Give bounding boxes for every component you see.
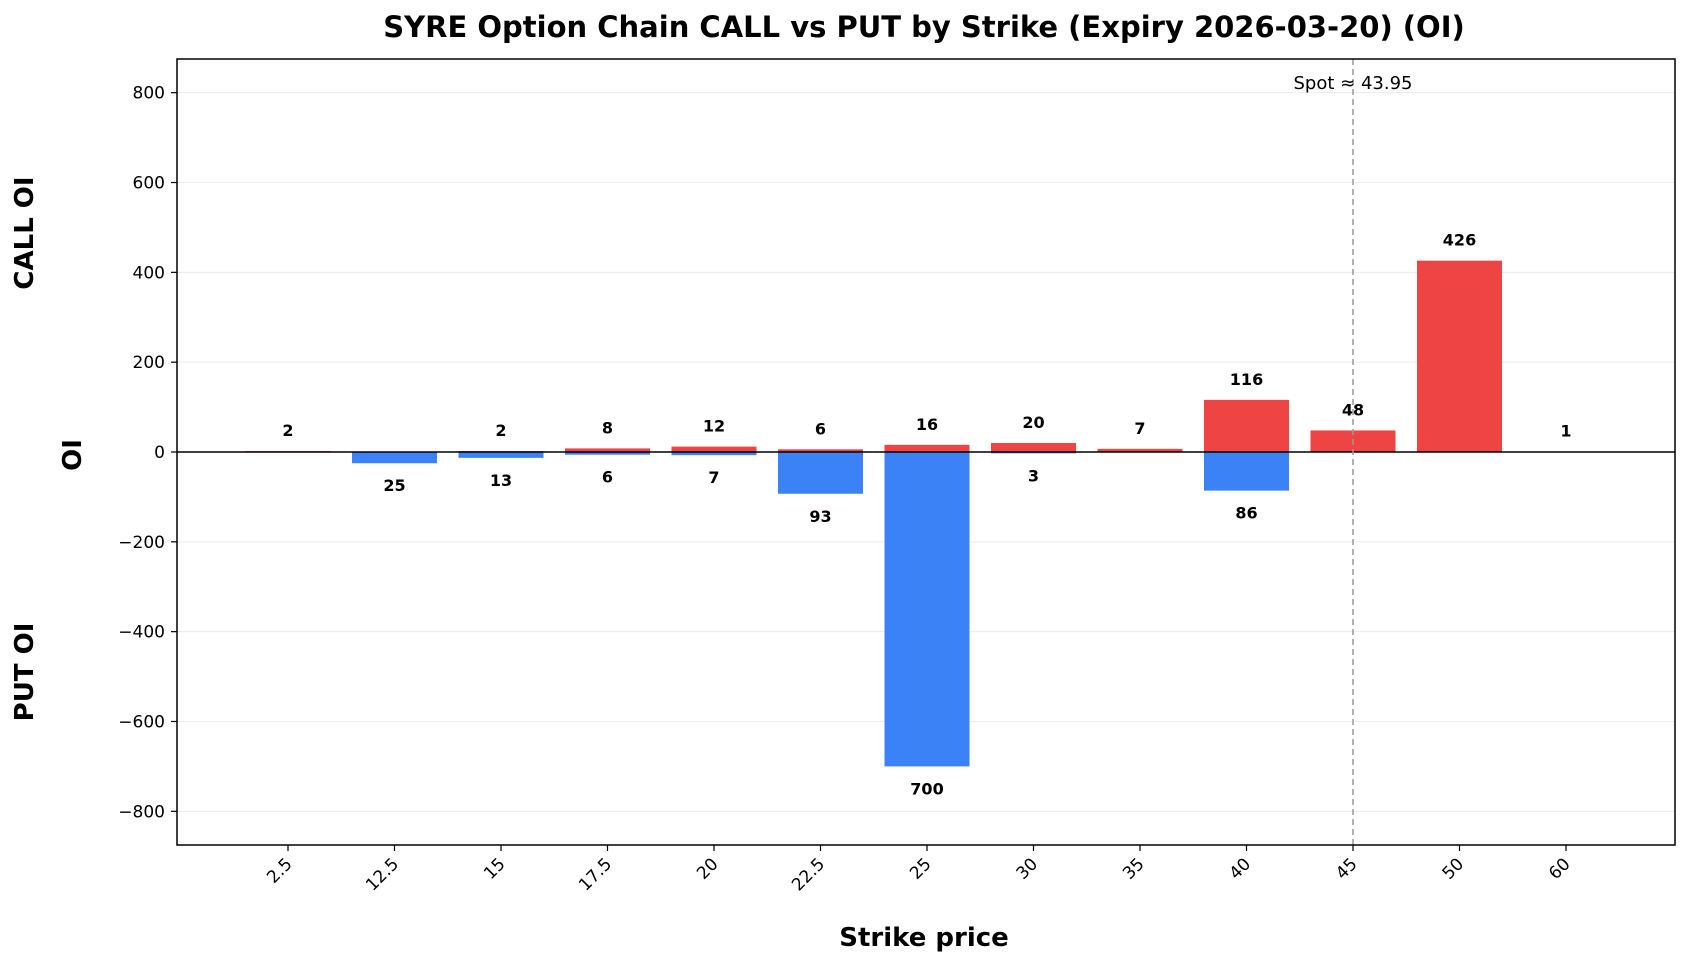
put-bar <box>565 452 650 455</box>
call-bar <box>778 449 863 452</box>
put-bar <box>458 452 544 458</box>
call-value-label: 116 <box>1230 370 1263 389</box>
x-tick-label: 17.5 <box>575 854 616 895</box>
y-tick-label: 600 <box>133 174 165 194</box>
call-bar <box>565 448 650 452</box>
y-tick-label: −600 <box>118 712 165 732</box>
call-value-label: 20 <box>1022 413 1044 432</box>
call-value-label: 2 <box>495 421 506 440</box>
put-bar <box>352 452 437 464</box>
y-tick-label: 200 <box>133 353 165 373</box>
call-bar <box>1097 448 1183 452</box>
call-value-label: 16 <box>916 415 938 434</box>
bars <box>245 260 1609 767</box>
call-value-label: 7 <box>1134 419 1145 438</box>
y-tick-label: −200 <box>118 533 165 553</box>
put-bar <box>1204 452 1289 491</box>
call-bar <box>884 444 970 452</box>
x-tick-label: 12.5 <box>362 854 403 895</box>
call-bar <box>991 443 1076 452</box>
y-tick-label: −400 <box>118 623 165 643</box>
put-value-label: 6 <box>602 468 613 487</box>
x-tick-label: 45 <box>1332 854 1361 883</box>
x-tick-label: 20 <box>693 854 722 883</box>
put-value-label: 93 <box>809 507 831 526</box>
call-bar <box>671 446 757 452</box>
y-axis-label: OI <box>58 439 88 471</box>
x-tick-label: 50 <box>1439 854 1468 883</box>
call-value-label: 2 <box>282 421 293 440</box>
put-value-label: 700 <box>910 779 943 798</box>
call-bar <box>1417 260 1502 452</box>
x-tick-label: 30 <box>1013 854 1042 883</box>
x-tick-label: 22.5 <box>788 854 829 895</box>
put-value-label: 3 <box>1028 466 1039 485</box>
x-tick-label: 40 <box>1226 854 1255 883</box>
call-value-label: 8 <box>602 418 613 437</box>
chart-title: SYRE Option Chain CALL vs PUT by Strike … <box>383 10 1465 44</box>
y-tick-label: 800 <box>133 84 165 104</box>
call-value-label: 426 <box>1443 231 1476 250</box>
x-tick-label: 2.5 <box>263 854 296 887</box>
call-oi-label: CALL OI <box>10 176 40 289</box>
y-tick-label: 400 <box>133 263 165 283</box>
call-value-label: 6 <box>815 419 826 438</box>
put-value-label: 86 <box>1235 504 1257 523</box>
put-value-label: 13 <box>490 471 512 490</box>
x-axis-label: Strike price <box>839 923 1009 953</box>
call-bar <box>1204 399 1289 452</box>
call-value-label: 12 <box>703 417 725 436</box>
put-oi-label: PUT OI <box>10 623 40 722</box>
put-value-label: 7 <box>708 468 719 487</box>
x-tick-label: 25 <box>906 854 935 883</box>
spot-label: Spot ≈ 43.95 <box>1294 73 1413 94</box>
x-tick-label: 15 <box>480 854 509 883</box>
put-bar <box>778 452 863 494</box>
x-tick-label: 60 <box>1545 854 1574 883</box>
y-tick-label: 0 <box>154 443 165 463</box>
x-tick-label: 35 <box>1119 854 1148 883</box>
put-bar <box>671 452 757 456</box>
call-value-label: 1 <box>1560 422 1571 441</box>
plot-frame <box>176 58 1676 846</box>
put-value-label: 25 <box>383 476 405 495</box>
put-bar <box>884 452 970 767</box>
y-tick-label: −800 <box>118 802 165 822</box>
